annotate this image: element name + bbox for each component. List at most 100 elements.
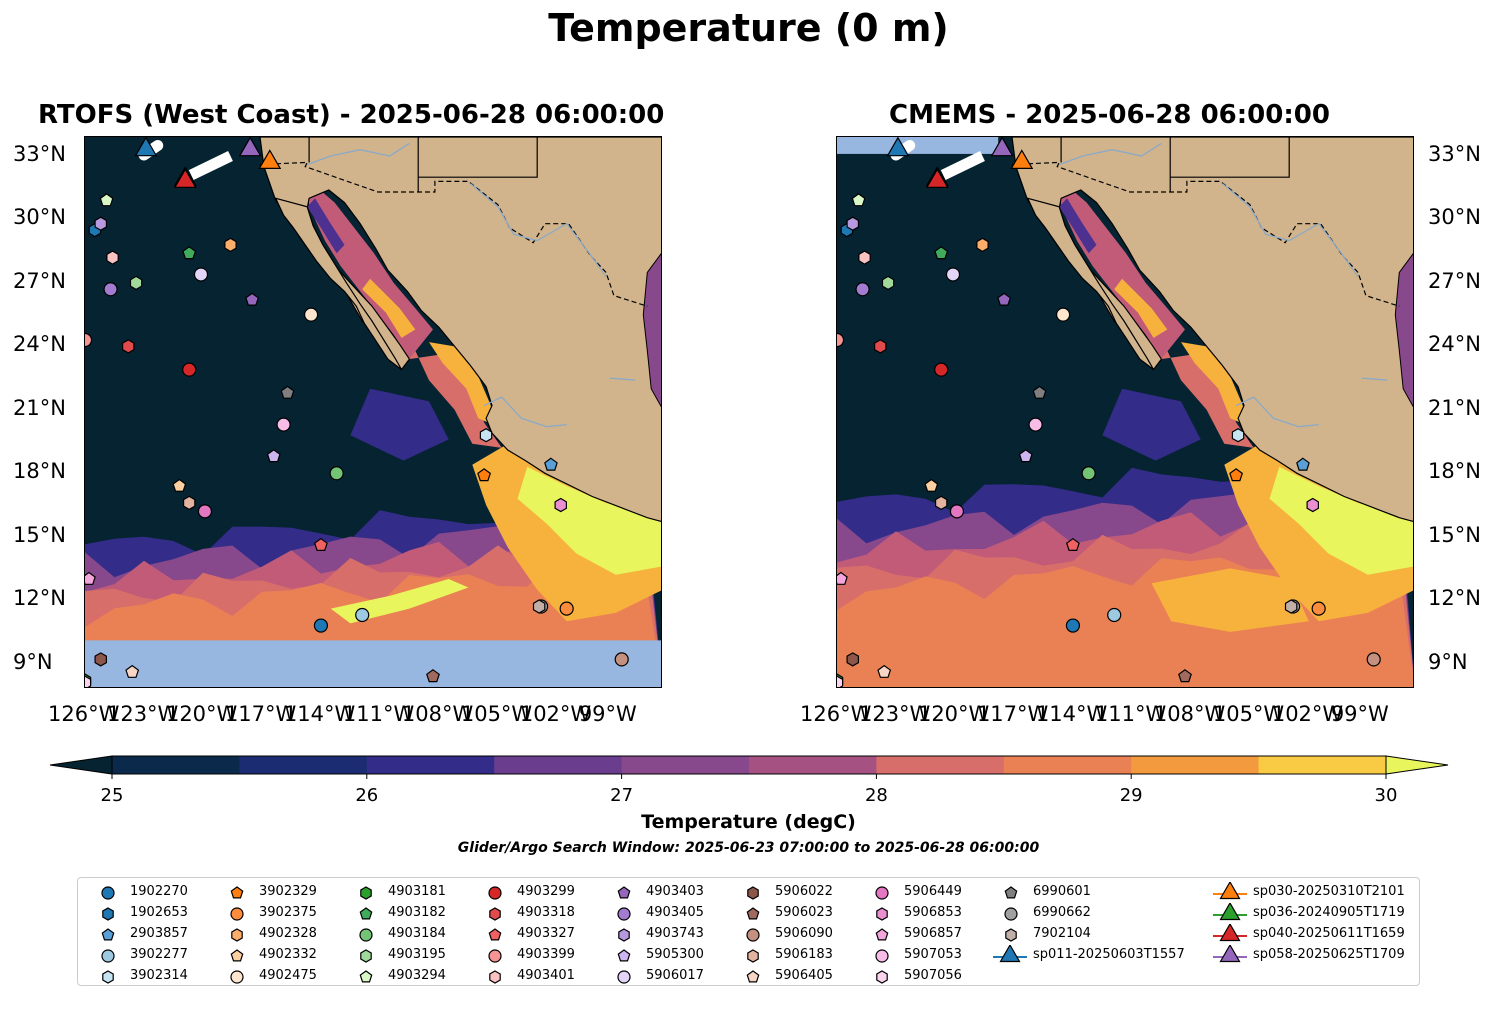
lon-tick-label-left-map: 123°W	[106, 702, 179, 726]
colorbar-tick-label: 25	[100, 785, 124, 806]
argo-float-5906023	[1178, 669, 1192, 683]
legend-label: sp058-20250625T1709	[1253, 947, 1405, 962]
legend-pentagon-icon	[359, 970, 373, 983]
legend-triangle-icon	[999, 945, 1021, 963]
legend-pentagon-icon	[617, 949, 631, 962]
legend-triangle-icon	[1219, 945, 1241, 963]
legend-marker-icon	[1213, 924, 1247, 942]
baja-california	[1026, 197, 1155, 371]
legend-marker-icon	[489, 907, 501, 921]
lon-tick-label-right-map: 99°W	[1330, 702, 1389, 726]
argo-float-4903195	[129, 275, 143, 291]
argo-float-3902314	[1231, 428, 1245, 443]
colorbar-segment	[749, 756, 877, 774]
argo-float-4903403	[997, 292, 1012, 306]
glider-sp058-20250625T1709	[990, 137, 1014, 157]
legend-label: 5906405	[775, 968, 833, 983]
hot-pool	[517, 466, 661, 575]
glider-sp030-20250310T2101	[1010, 149, 1034, 169]
colorbar	[49, 755, 1449, 779]
legend-label: 5906090	[775, 926, 833, 941]
legend-hexagon-icon	[102, 970, 114, 984]
argo-float-1902270	[1065, 618, 1081, 633]
legend-marker-icon	[230, 949, 244, 962]
lon-tick-label-left-map: 99°W	[578, 702, 637, 726]
argo-float-1902270	[313, 618, 329, 633]
lon-tick-label-right-map: 123°W	[858, 702, 931, 726]
river	[1058, 142, 1162, 166]
argo-float-4903318	[873, 339, 887, 354]
argo-float-4902475	[1055, 307, 1071, 322]
coastal-strip	[1131, 302, 1254, 448]
legend-hexagon-icon	[747, 886, 759, 900]
legend-hexagon-icon	[231, 928, 243, 942]
legend-circle-icon	[1004, 907, 1018, 921]
legend-marker-icon	[993, 945, 1027, 963]
legend-label: 7902104	[1033, 926, 1091, 941]
argo-float-4903405	[855, 282, 870, 297]
legend-label: 5906017	[646, 968, 704, 983]
legend-label: 4903401	[517, 968, 575, 983]
argo-float-4902328	[976, 237, 989, 253]
argo-float-5906017	[945, 267, 961, 282]
argo-float-5905300	[1018, 449, 1033, 463]
argo-float-3902314	[479, 428, 493, 443]
argo-float-3902329	[477, 468, 492, 482]
legend-label: 6990662	[1033, 905, 1091, 920]
legend-label: 2903857	[130, 926, 188, 941]
legend-pentagon-icon	[359, 907, 373, 920]
legend-marker-icon	[618, 928, 630, 942]
legend-pentagon-icon	[230, 949, 244, 962]
legend-label: 4903182	[388, 905, 446, 920]
cmems-map	[836, 136, 1414, 688]
nodata-region	[837, 137, 999, 154]
argo-float-5905300	[266, 449, 281, 463]
colorbar-tick-label: 27	[610, 785, 634, 806]
legend-label: 4903299	[517, 884, 575, 899]
river	[469, 183, 607, 277]
legend-label: 1902270	[130, 884, 188, 899]
colorbar-segment	[1131, 756, 1260, 774]
argo-float-4903299	[182, 362, 197, 377]
argo-float-5907053	[276, 417, 291, 432]
legend-circle-icon	[101, 886, 115, 900]
legend-circle-icon	[617, 970, 631, 984]
lon-tick-label-left-map: 108°W	[401, 702, 474, 726]
argo-float-5906090	[614, 652, 629, 667]
legend-label: 4903405	[646, 905, 704, 920]
argo-float-3902329	[1229, 468, 1244, 482]
legend-label: 1902653	[130, 905, 188, 920]
glider-sp030-20250310T2101	[258, 149, 282, 169]
argo-float-5906183	[182, 495, 196, 511]
lat-tick-label-right: 12°N	[1428, 586, 1481, 611]
legend-label: 3902314	[130, 968, 188, 983]
legend-hexagon-icon	[876, 970, 888, 984]
legend-marker-icon	[617, 886, 631, 899]
search-window-text: Glider/Argo Search Window: 2025-06-23 07…	[457, 840, 1040, 856]
argo-float-4903401	[858, 250, 871, 265]
lat-tick-label-left: 15°N	[13, 522, 66, 547]
legend-marker-icon	[875, 886, 889, 900]
colorbar-segment	[494, 756, 623, 774]
argo-float-4903184	[1081, 466, 1096, 481]
legend-pentagon-icon	[1004, 886, 1018, 899]
colorbar-label: Temperature (degC)	[641, 811, 856, 833]
argo-float-3902375	[1311, 601, 1326, 616]
legend-marker-icon	[489, 970, 501, 984]
argo-float-4903299	[934, 362, 949, 377]
glider-sp040-20250611T1659	[925, 168, 949, 189]
legend-marker-icon	[102, 970, 114, 984]
coastal-strip	[379, 302, 502, 448]
glider-track	[940, 151, 985, 181]
argo-float-5906017	[193, 267, 209, 282]
legend-label: sp030-20250310T2101	[1253, 884, 1405, 899]
legend-marker-icon	[1213, 903, 1247, 921]
colorbar-max-extend	[1385, 755, 1449, 775]
legend-circle-icon	[101, 949, 115, 963]
legend-label: 5906022	[775, 884, 833, 899]
legend-marker-icon	[1005, 928, 1017, 942]
argo-float-2903857	[1296, 457, 1310, 471]
legend-marker-icon	[746, 970, 760, 983]
argo-float-5907056	[85, 675, 92, 687]
glider-sp058-20250625T1709	[238, 137, 262, 157]
